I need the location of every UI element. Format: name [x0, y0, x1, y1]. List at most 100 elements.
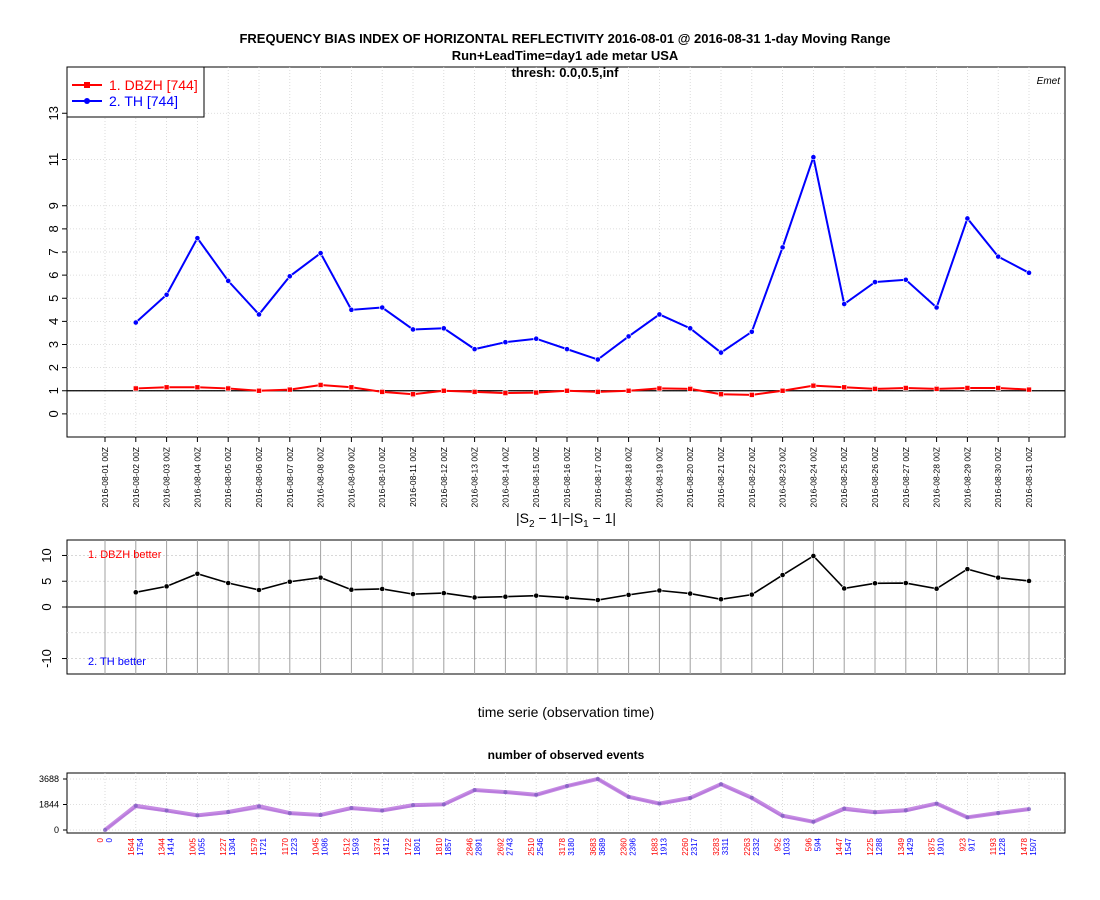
count-label-dbzh: 2510	[527, 837, 536, 855]
count-label-dbzh: 0	[96, 837, 105, 842]
data-point-th	[594, 356, 601, 363]
x-tick-label: 2016-08-04 00Z	[192, 447, 202, 508]
x-tick-label: 2016-08-12 00Z	[439, 447, 449, 508]
events-point	[164, 808, 169, 813]
y-tick-label: 5	[46, 295, 61, 302]
events-point	[441, 802, 446, 807]
count-label-dbzh: 2360	[620, 837, 629, 855]
count-label-th: 1754	[136, 837, 145, 855]
data-point-dbzh	[286, 386, 293, 393]
count-label-dbzh: 923	[958, 837, 967, 851]
data-point-dbzh	[656, 385, 663, 392]
x-tick-label: 2016-08-10 00Z	[377, 447, 387, 508]
count-label-dbzh: 1579	[250, 837, 259, 855]
difference-line	[135, 554, 1030, 601]
data-point-dbzh	[841, 384, 848, 391]
count-label-dbzh: 3683	[589, 837, 598, 855]
x-tick-label: 2016-08-24 00Z	[808, 447, 818, 508]
y-tick-label: 5	[39, 578, 54, 585]
x-tick-label: 2016-08-15 00Z	[531, 447, 541, 508]
x-tick-label: 2016-08-31 00Z	[1024, 447, 1034, 508]
data-point-dbzh	[810, 382, 817, 389]
data-point-th	[533, 335, 540, 342]
difference-point	[594, 597, 601, 603]
x-tick-label: 2016-08-02 00Z	[131, 447, 141, 508]
data-point-dbzh	[625, 387, 632, 394]
bias-panel: 0 1 2 3 4 5 6 7 8 9 11 13 2016-08-01 00Z 2016-08-02 …	[46, 66, 1066, 508]
count-label-dbzh: 1644	[127, 837, 136, 855]
events-point	[287, 811, 292, 816]
series-line-th	[135, 153, 1030, 361]
count-label-th: 1228	[998, 837, 1007, 855]
legend-box	[66, 66, 205, 118]
data-point-dbzh	[995, 385, 1002, 391]
difference-point	[410, 591, 416, 598]
data-point-dbzh	[872, 386, 878, 392]
x-axis-label: time serie (observation time)	[478, 704, 655, 720]
x-tick-label: 2016-08-14 00Z	[500, 447, 510, 508]
difference-point	[902, 580, 909, 586]
count-label-dbzh: 1512	[342, 837, 351, 855]
y-tick-label: 8	[46, 225, 61, 232]
data-point-dbzh	[317, 382, 324, 388]
y-tick-label: 1	[46, 387, 61, 394]
count-label-dbzh: 1722	[404, 837, 413, 855]
events-point	[657, 801, 662, 806]
data-point-dbzh	[533, 389, 540, 396]
x-tick-label: 2016-08-05 00Z	[223, 447, 233, 508]
y-tick-label: 2	[46, 364, 61, 371]
x-tick-label: 2016-08-13 00Z	[470, 447, 480, 508]
difference-point	[687, 590, 694, 597]
events-point	[534, 792, 539, 797]
count-label-th: 1429	[906, 837, 915, 855]
data-point-th	[964, 215, 971, 222]
difference-point	[1026, 578, 1032, 584]
legend: 1. DBZH [744] 2. TH [744]	[66, 66, 205, 118]
count-label-th: 1223	[290, 837, 299, 855]
chart-title: FREQUENCY BIAS INDEX OF HORIZONTAL REFLE…	[239, 31, 890, 46]
x-tick-label: 2016-08-30 00Z	[993, 447, 1003, 508]
x-tick-label: 2016-08-11 00Z	[408, 447, 418, 507]
events-point	[472, 788, 477, 793]
y-tick-label: 11	[46, 153, 61, 167]
data-point-dbzh	[933, 386, 940, 392]
events-point	[903, 808, 908, 813]
difference-point	[379, 586, 386, 592]
bias-y-axis: 0 1 2 3 4 5 6 7 8 9 11 13	[46, 106, 67, 417]
difference-point	[810, 553, 817, 559]
count-label-th: 1721	[259, 837, 268, 855]
count-label-th: 1507	[1029, 837, 1038, 855]
difference-point	[748, 591, 755, 598]
data-point-th	[194, 235, 201, 242]
difference-panel: -10 0 5 10 1. DBZH better 2. TH better	[39, 539, 1066, 675]
count-label-dbzh: 1344	[158, 837, 167, 855]
data-point-dbzh	[1026, 386, 1032, 393]
data-point-dbzh	[779, 387, 786, 394]
y-tick-label: 10	[39, 548, 54, 562]
difference-point	[933, 585, 940, 592]
x-tick-label: 2016-08-16 00Z	[562, 447, 572, 508]
y-tick-label: 13	[46, 106, 61, 120]
data-point-dbzh	[410, 391, 416, 398]
difference-point	[995, 574, 1002, 581]
data-point-th	[440, 325, 447, 332]
data-point-th	[995, 253, 1002, 260]
difference-y-axis: -10 0 5 10	[39, 548, 67, 668]
count-label-th: 2332	[752, 837, 761, 855]
difference-point	[440, 590, 447, 596]
events-point	[503, 790, 508, 795]
data-point-th	[748, 328, 755, 335]
x-tick-label: 2016-08-21 00Z	[716, 447, 726, 508]
count-label-th: 1910	[937, 837, 946, 855]
data-point-th	[625, 333, 632, 340]
events-title: number of observed events	[488, 748, 645, 762]
difference-point	[286, 578, 293, 585]
count-label-th: 2891	[475, 837, 484, 855]
x-tick-label: 2016-08-08 00Z	[316, 447, 326, 508]
events-point	[780, 813, 785, 818]
events-point	[719, 782, 723, 787]
count-label-dbzh: 2263	[743, 837, 752, 855]
events-point	[688, 795, 693, 800]
x-tick-label: 2016-08-19 00Z	[654, 447, 664, 508]
